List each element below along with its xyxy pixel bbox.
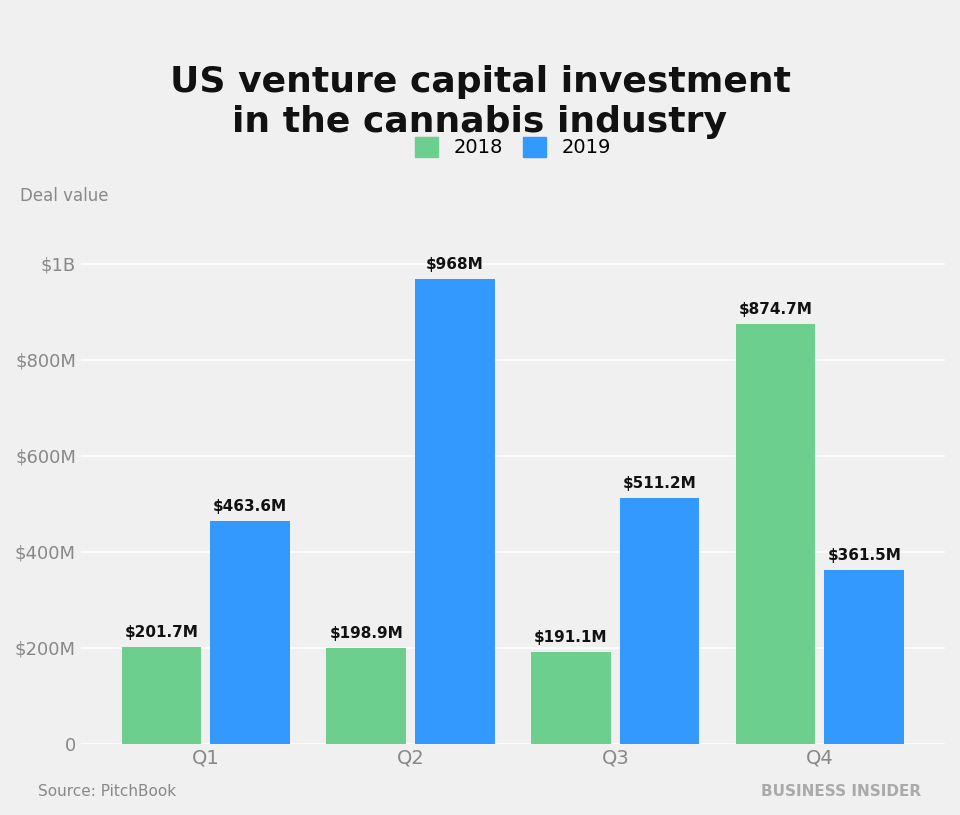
Text: Source: PitchBook: Source: PitchBook [38, 784, 177, 799]
Text: $968M: $968M [426, 258, 484, 272]
Legend: 2018, 2019: 2018, 2019 [409, 131, 616, 163]
Bar [122, 647, 202, 743]
Bar [825, 570, 904, 743]
Text: $198.9M: $198.9M [329, 626, 403, 641]
Text: $874.7M: $874.7M [738, 302, 812, 317]
Text: $191.1M: $191.1M [534, 630, 608, 645]
Bar [531, 652, 611, 743]
Text: $201.7M: $201.7M [125, 624, 199, 640]
Bar [735, 324, 815, 743]
Text: Deal value: Deal value [20, 187, 108, 205]
Text: BUSINESS INSIDER: BUSINESS INSIDER [761, 784, 922, 799]
Bar [210, 522, 290, 743]
Text: $511.2M: $511.2M [623, 476, 697, 491]
Text: US venture capital investment
in the cannabis industry: US venture capital investment in the can… [170, 65, 790, 139]
Bar [415, 280, 494, 743]
Bar [620, 499, 700, 743]
Text: $463.6M: $463.6M [213, 499, 287, 514]
Text: $361.5M: $361.5M [828, 548, 901, 563]
Bar [326, 648, 406, 743]
